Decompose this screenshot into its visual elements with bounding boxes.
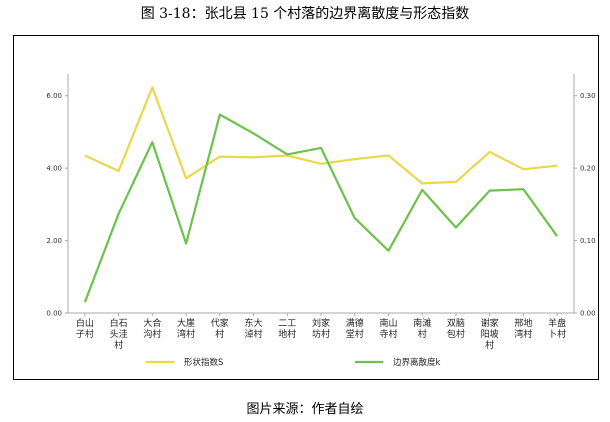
x-tick-label: 头洼 [110,328,128,340]
figure-frame [13,35,599,380]
x-tick-label: 白石 [110,317,128,329]
y-left-tick-label: 2.00 [46,237,62,245]
series-line-boundary-dispersion [83,113,558,303]
x-tick-label: 阳坡 [481,328,499,340]
x-tick-label: 寺村 [379,328,397,340]
y-right-tick-label: 0.00 [580,310,596,318]
x-tick-label: 村 [485,339,494,351]
x-tick-label: 淖村 [245,328,263,340]
x-tick-label: 羊盘 [548,317,566,329]
x-tick-label: 坊村 [312,328,330,340]
x-tick-label: 湾村 [177,328,195,340]
series-line-shape-index [84,86,558,185]
x-tick-label: 代家 [211,317,229,329]
x-tick-label: 大崖 [177,317,195,329]
x-tick-label: 村 [215,328,224,340]
figure-title: 图 3-18：张北县 15 个村落的边界离散度与形态指数 [140,6,470,22]
x-tick-label: 邢地 [514,317,532,329]
y-right-tick-label: 0.30 [580,92,596,100]
x-tick-label: 南滩 [413,317,431,329]
x-tick-label: 沟村 [143,328,161,340]
x-tick-label: 白山 [76,317,94,329]
y-left-tick-label: 0.00 [46,310,62,318]
x-tick-label: 二工 [278,319,296,329]
x-tick-label: 满德 [346,317,364,329]
y-right-tick-label: 0.20 [580,165,596,173]
legend-label: 形状指数S [184,357,223,368]
x-tick-label: 东大 [245,317,263,329]
x-tick-label: 地村 [278,328,296,340]
x-tick-label: 谢家 [481,317,499,329]
x-tick-label: 南山 [379,317,397,329]
x-tick-label: 子村 [76,328,94,340]
x-tick-label: 村 [114,339,123,351]
x-tick-label: 卜村 [548,328,566,340]
x-tick-label: 湾村 [514,328,532,340]
y-right-tick-label: 0.10 [580,237,596,245]
figure-source: 图片来源：作者自绘 [246,402,364,417]
legend-label: 边界离散度k [393,357,441,368]
x-tick-label: 刘家 [312,317,330,329]
x-tick-label: 大合 [143,317,161,329]
x-tick-label: 双脑 [447,317,465,329]
x-tick-label: 堂村 [346,328,364,340]
y-left-tick-label: 6.00 [46,92,62,100]
y-left-tick-label: 4.00 [46,165,62,173]
x-tick-label: 村 [418,328,427,340]
x-tick-label: 包村 [447,328,465,340]
